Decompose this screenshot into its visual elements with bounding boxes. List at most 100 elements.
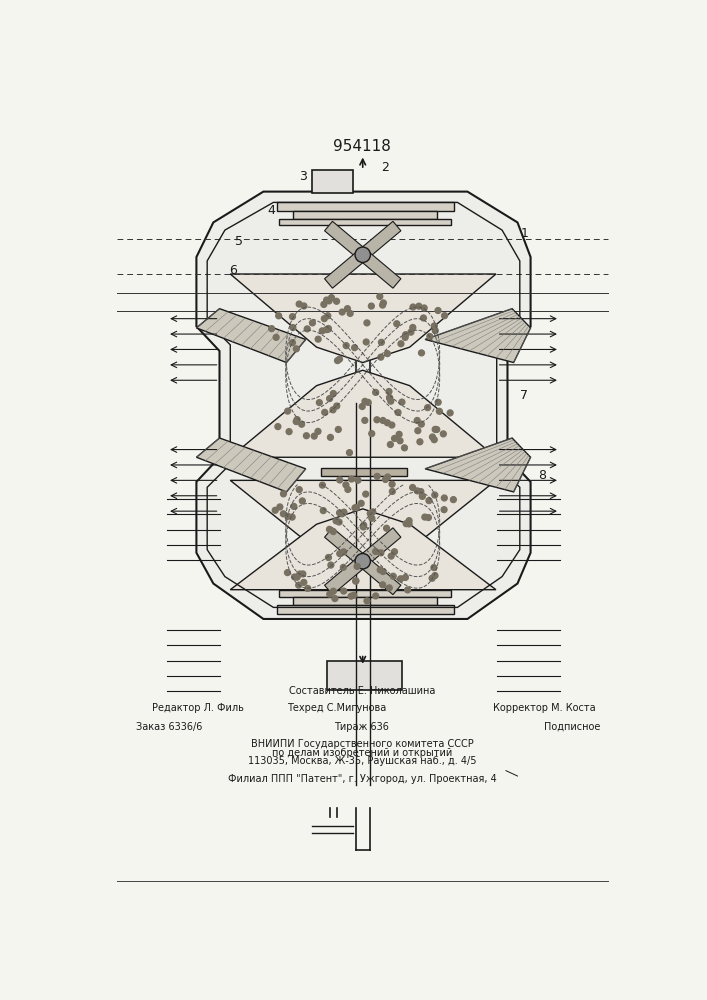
- Circle shape: [419, 350, 424, 356]
- Circle shape: [284, 570, 291, 576]
- Circle shape: [414, 488, 420, 494]
- Circle shape: [349, 476, 354, 482]
- Circle shape: [339, 309, 345, 315]
- Circle shape: [431, 565, 437, 570]
- Circle shape: [361, 522, 367, 528]
- Circle shape: [354, 505, 359, 511]
- Polygon shape: [325, 221, 367, 259]
- Circle shape: [378, 339, 385, 345]
- Circle shape: [433, 328, 438, 334]
- Circle shape: [281, 491, 286, 497]
- Circle shape: [325, 313, 331, 319]
- Circle shape: [327, 434, 334, 440]
- Circle shape: [380, 569, 386, 574]
- Text: 2: 2: [381, 161, 389, 174]
- Polygon shape: [230, 509, 496, 590]
- Circle shape: [332, 596, 338, 601]
- Circle shape: [392, 549, 397, 555]
- Circle shape: [440, 431, 446, 437]
- Circle shape: [294, 574, 300, 580]
- Circle shape: [348, 593, 354, 599]
- Circle shape: [361, 524, 366, 530]
- Circle shape: [320, 328, 325, 334]
- Polygon shape: [197, 438, 305, 492]
- Circle shape: [427, 334, 433, 339]
- Circle shape: [326, 298, 332, 304]
- Circle shape: [441, 507, 447, 513]
- Circle shape: [402, 445, 407, 451]
- Circle shape: [441, 495, 448, 501]
- Polygon shape: [425, 309, 530, 363]
- Circle shape: [396, 431, 402, 437]
- Circle shape: [374, 473, 380, 479]
- Text: Редактор Л. Филь: Редактор Л. Филь: [152, 703, 244, 713]
- Circle shape: [321, 301, 327, 307]
- Circle shape: [403, 521, 409, 527]
- Circle shape: [380, 300, 386, 306]
- Text: по делам изобретений и открытий: по делам изобретений и открытий: [271, 748, 452, 758]
- Circle shape: [415, 428, 421, 434]
- Circle shape: [448, 410, 453, 416]
- Text: Техред С.Мигунова: Техред С.Мигунова: [287, 703, 386, 713]
- Text: Филиал ППП "Патент", г. Ужгород, ул. Проектная, 4: Филиал ППП "Патент", г. Ужгород, ул. Про…: [228, 774, 496, 784]
- Circle shape: [289, 514, 295, 520]
- Circle shape: [397, 438, 403, 444]
- Text: 954118: 954118: [333, 139, 391, 154]
- Circle shape: [293, 346, 299, 352]
- Circle shape: [416, 303, 422, 309]
- Polygon shape: [230, 274, 496, 363]
- Circle shape: [322, 409, 327, 415]
- Circle shape: [341, 509, 347, 515]
- Circle shape: [442, 313, 448, 319]
- Circle shape: [403, 332, 409, 338]
- Circle shape: [289, 340, 296, 346]
- Circle shape: [301, 579, 307, 585]
- Circle shape: [408, 329, 414, 335]
- Circle shape: [294, 417, 300, 422]
- Circle shape: [389, 422, 395, 428]
- Circle shape: [435, 308, 441, 313]
- Circle shape: [385, 351, 390, 357]
- Circle shape: [395, 410, 401, 415]
- Polygon shape: [325, 528, 367, 566]
- Circle shape: [269, 326, 274, 332]
- Circle shape: [421, 305, 427, 311]
- Circle shape: [364, 598, 370, 604]
- Circle shape: [337, 477, 343, 483]
- Polygon shape: [358, 221, 401, 259]
- Circle shape: [325, 555, 332, 560]
- Circle shape: [341, 564, 346, 570]
- Text: 1: 1: [520, 227, 528, 240]
- Circle shape: [299, 498, 305, 504]
- Circle shape: [334, 403, 339, 409]
- Circle shape: [336, 519, 342, 525]
- Circle shape: [344, 306, 351, 312]
- Circle shape: [388, 398, 394, 404]
- Circle shape: [390, 573, 396, 579]
- Circle shape: [417, 439, 423, 445]
- Circle shape: [436, 408, 443, 414]
- Circle shape: [345, 487, 351, 492]
- Circle shape: [276, 313, 281, 319]
- Circle shape: [419, 493, 426, 499]
- Circle shape: [296, 301, 302, 307]
- Circle shape: [285, 408, 291, 414]
- Circle shape: [352, 505, 358, 511]
- Polygon shape: [358, 250, 401, 288]
- Circle shape: [303, 433, 310, 439]
- Text: 8: 8: [538, 469, 547, 482]
- Circle shape: [358, 500, 364, 506]
- Circle shape: [355, 477, 361, 483]
- Circle shape: [402, 575, 409, 580]
- Text: 4: 4: [267, 204, 275, 217]
- Circle shape: [436, 399, 441, 405]
- Circle shape: [355, 554, 370, 569]
- Circle shape: [387, 395, 392, 401]
- Circle shape: [281, 511, 286, 517]
- Circle shape: [330, 588, 337, 594]
- Polygon shape: [293, 211, 437, 219]
- Circle shape: [325, 326, 331, 332]
- Circle shape: [291, 503, 297, 509]
- Circle shape: [327, 591, 333, 597]
- Circle shape: [394, 321, 399, 327]
